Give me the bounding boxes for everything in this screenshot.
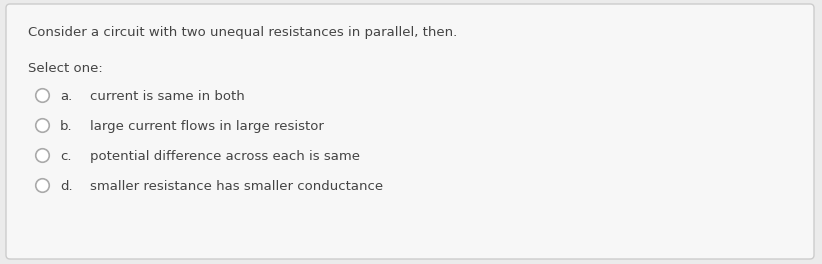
Text: Consider a circuit with two unequal resistances in parallel, then.: Consider a circuit with two unequal resi… bbox=[28, 26, 457, 39]
Point bbox=[35, 123, 48, 127]
Text: d.: d. bbox=[60, 180, 72, 193]
Text: smaller resistance has smaller conductance: smaller resistance has smaller conductan… bbox=[90, 180, 383, 193]
Text: current is same in both: current is same in both bbox=[90, 90, 245, 103]
Text: b.: b. bbox=[60, 120, 72, 133]
Point bbox=[35, 153, 48, 157]
Text: c.: c. bbox=[60, 150, 72, 163]
FancyBboxPatch shape bbox=[6, 4, 814, 259]
Point bbox=[35, 183, 48, 187]
Point bbox=[35, 93, 48, 97]
Text: Select one:: Select one: bbox=[28, 62, 103, 75]
Text: potential difference across each is same: potential difference across each is same bbox=[90, 150, 360, 163]
Text: large current flows in large resistor: large current flows in large resistor bbox=[90, 120, 324, 133]
Text: a.: a. bbox=[60, 90, 72, 103]
